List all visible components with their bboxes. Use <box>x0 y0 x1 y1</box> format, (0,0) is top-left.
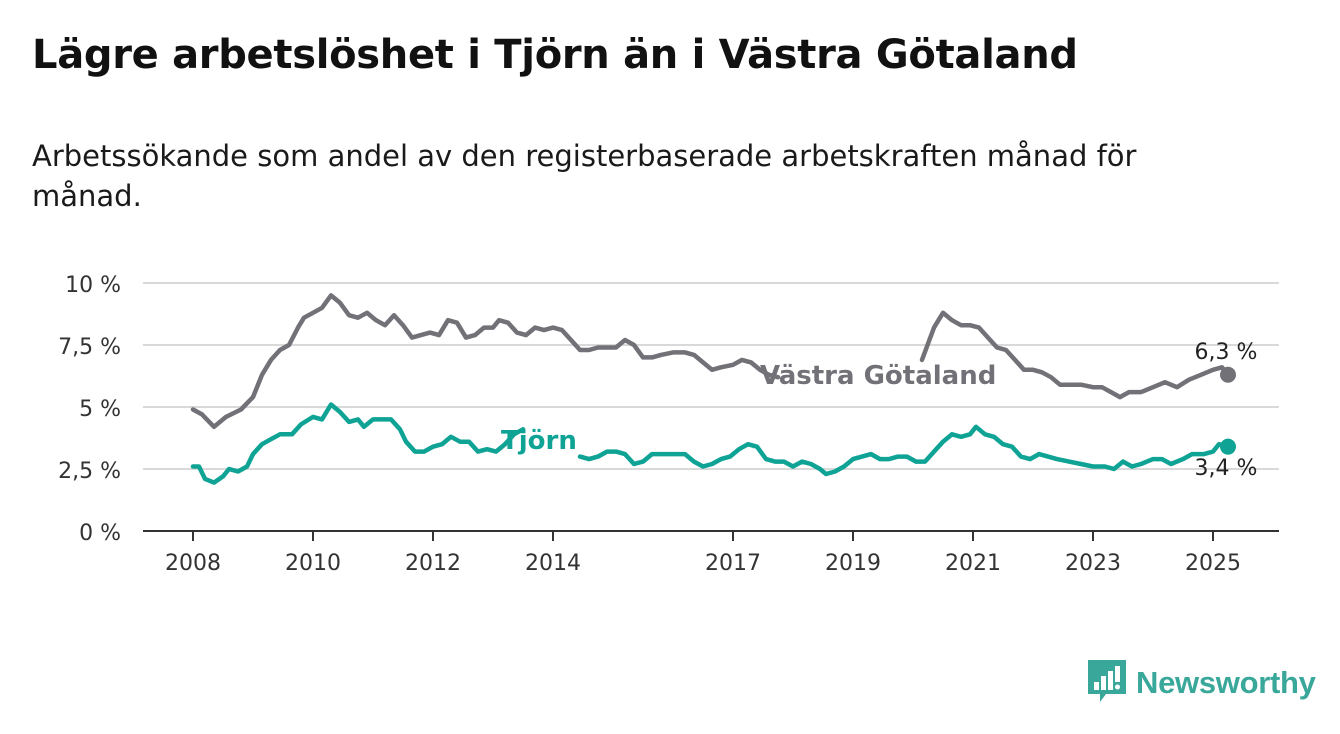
y-tick-label: 0 % <box>79 521 121 546</box>
x-tick-label: 2023 <box>1065 551 1121 576</box>
tjorn-line <box>190 402 526 485</box>
tjorn-line <box>577 424 1231 477</box>
y-tick-label: 10 % <box>65 273 121 298</box>
x-tick-label: 2008 <box>165 551 221 576</box>
x-tick-label: 2021 <box>945 551 1001 576</box>
x-tick-label: 2012 <box>405 551 461 576</box>
chart-title: Lägre arbetslöshet i Tjörn än i Västra G… <box>32 32 1078 78</box>
tjorn-series-label: Tjörn <box>501 426 577 456</box>
vg-line <box>190 293 781 430</box>
y-tick-label: 7,5 % <box>58 335 121 360</box>
bar-chart-logo-icon <box>1088 660 1126 706</box>
y-axis: 0 % 2,5 % 5 % 7,5 % 10 % <box>58 273 121 546</box>
vg-end-value-label: 6,3 % <box>1195 340 1258 365</box>
series-lines <box>190 293 1236 485</box>
x-tick-label: 2014 <box>525 551 581 576</box>
x-tick-label: 2025 <box>1185 551 1241 576</box>
brand-name: Newsworthy <box>1136 665 1316 700</box>
line-chart: 0 % 2,5 % 5 % 7,5 % 10 % 2008 2010 2012 2014 201… <box>58 273 1279 576</box>
series-labels: Västra Götaland Tjörn 6,3 % 3,4 % <box>501 340 1257 481</box>
tjorn-end-value-label: 3,4 % <box>1195 456 1258 481</box>
y-tick-label: 2,5 % <box>58 459 121 484</box>
y-tick-label: 5 % <box>79 397 121 422</box>
vg-series-label: Västra Götaland <box>760 361 996 391</box>
vg-end-point <box>1220 366 1236 383</box>
tjorn-end-point <box>1220 438 1236 455</box>
vg-line <box>919 310 1231 400</box>
chart-subtitle: Arbetssökande som andel av den registerb… <box>32 139 1137 213</box>
newsworthy-brand: Newsworthy <box>1088 660 1316 706</box>
x-tick-label: 2010 <box>285 551 341 576</box>
x-tick-label: 2019 <box>825 551 881 576</box>
x-tick-label: 2017 <box>705 551 761 576</box>
x-axis: 2008 2010 2012 2014 2017 2019 2021 2023 2025 <box>143 530 1279 576</box>
